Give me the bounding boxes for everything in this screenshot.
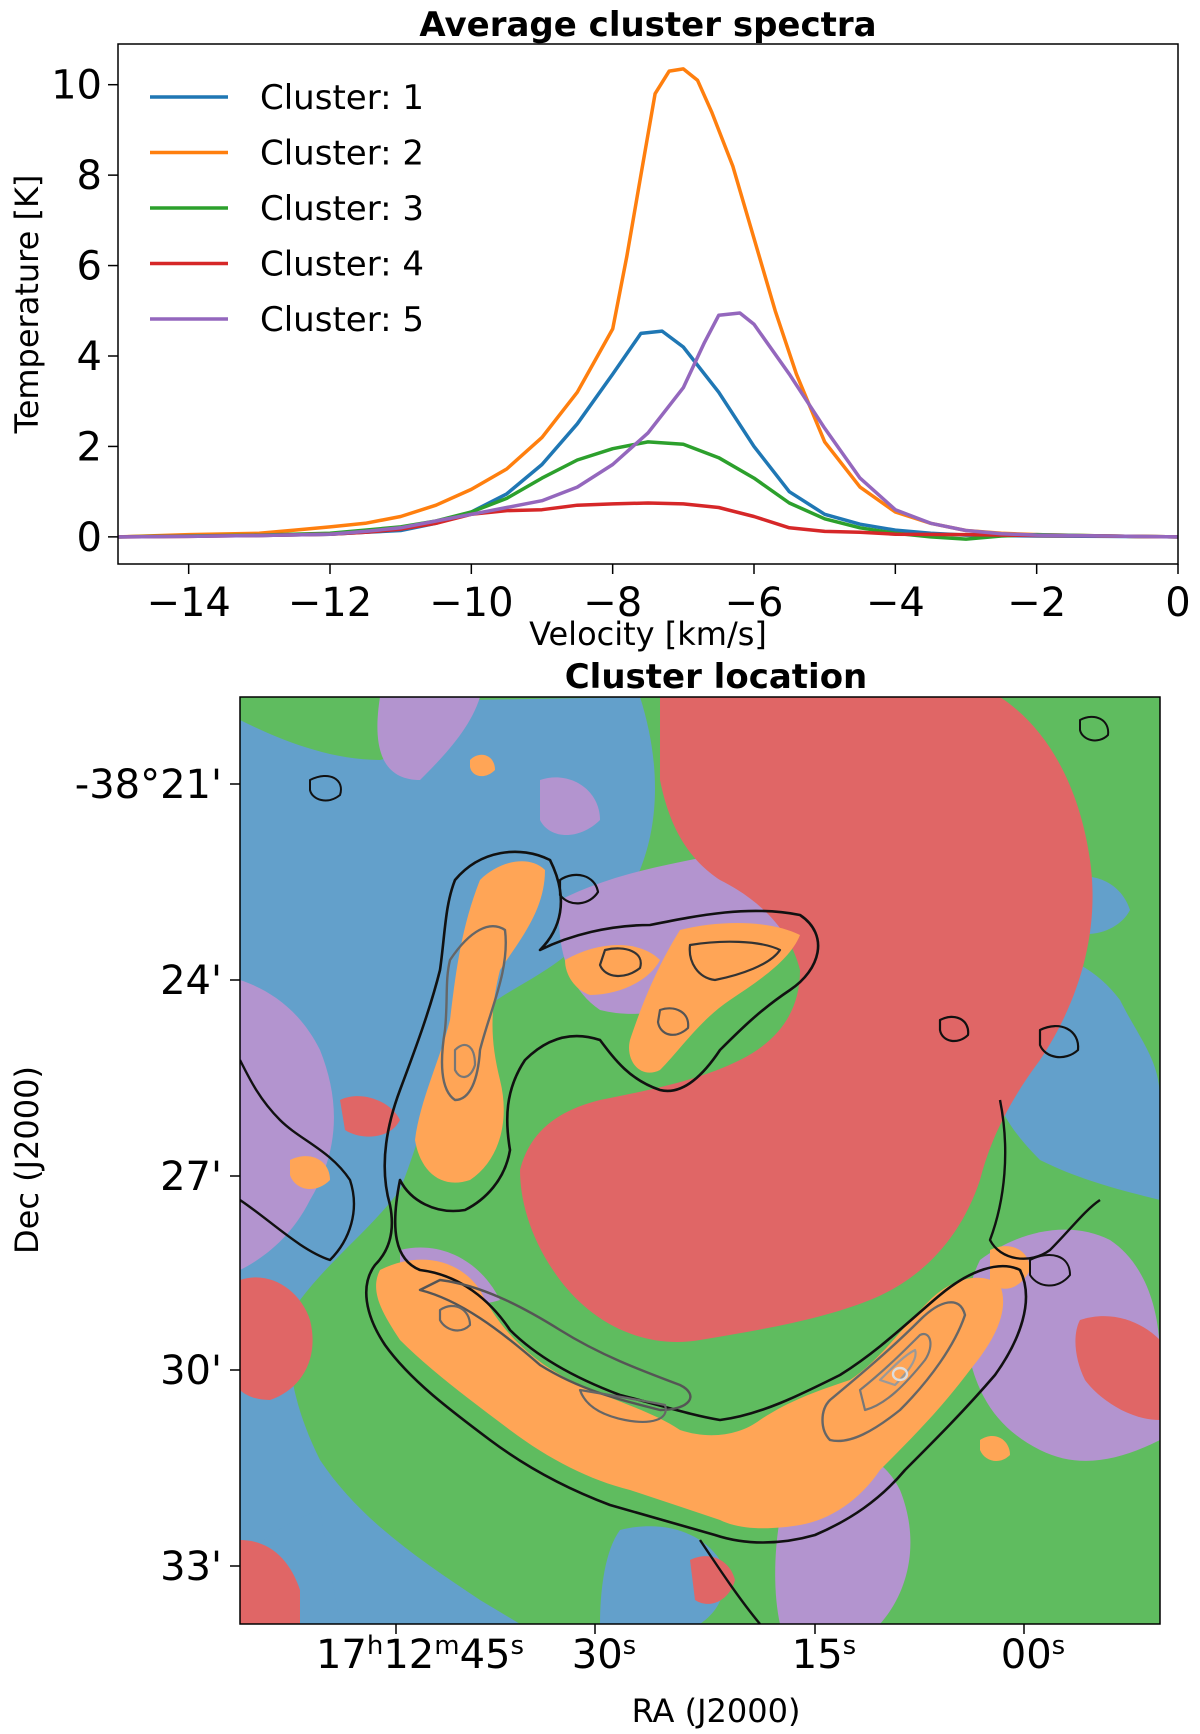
legend-label-cluster-3: Cluster: 3 [260,189,424,229]
contour-inner-7 [438,1304,472,1332]
legend-label-cluster-4: Cluster: 4 [260,245,424,285]
spectra-title: Average cluster spectra [419,5,876,45]
contour-outer-4 [699,1539,761,1624]
x-tick-label: −10 [429,580,513,626]
contour-inner-10 [688,940,782,982]
y-tick-label: 0 [77,515,102,561]
spectra-x-ticks: −14 −12 −10 −8 −6 −4 −2 0 [146,564,1191,626]
map-x-ticks [395,1624,1025,1634]
contour-inner-2 [821,1301,967,1443]
contour-inner-9 [598,947,642,977]
contour-island-5 [1079,715,1110,742]
x-tick-label: −8 [583,580,642,626]
legend-label-cluster-2: Cluster: 2 [260,134,424,174]
y-tick-label: 8 [77,153,102,199]
x-tick-label: −4 [866,580,925,626]
y-tick-label: 4 [77,334,102,380]
y-tick-label: 10 [51,63,102,109]
intensity-contours [240,715,1110,1624]
x-tick-label: −6 [725,580,784,626]
map-y-tick-5: 33' [160,1544,222,1590]
legend-label-cluster-1: Cluster: 1 [260,78,424,118]
cluster-4-regions [240,697,1160,1624]
contour-island-3 [1038,1025,1080,1059]
spectra-axes-frame [117,43,1179,565]
contour-island-2 [938,1015,970,1043]
cluster-map [240,697,1160,1624]
contour-peak [891,1366,909,1382]
contour-inner-6 [453,1043,477,1078]
spectra-panel: Average cluster spectra −14 −12 −10 −8 −6 −4−… [8,5,1191,653]
spectra-y-ticks: 0 2 4 6 8 10 [51,63,118,561]
map-y-tick-2: 24' [160,958,222,1004]
map-y-tick-1: -38°21' [75,762,222,808]
map-panel: Cluster location [8,657,1161,1730]
map-y-label: Dec (J2000) [8,1066,46,1254]
contour-island-6 [1029,1254,1071,1287]
spectra-y-label: Temperature [K] [8,175,46,435]
x-tick-label: −14 [146,580,230,626]
x-tick-label: −2 [1007,580,1066,626]
contour-island-1 [558,873,600,905]
spectra-x-label: Velocity [km/s] [529,615,767,653]
map-x-tick-2: 30s [572,1631,636,1678]
contour-inner-8 [578,1388,667,1423]
x-tick-label: 0 [1165,580,1190,626]
legend-label-cluster-5: Cluster: 5 [260,300,424,340]
contour-inner-4 [878,1348,917,1387]
x-tick-label: −12 [288,580,372,626]
map-x-tick-1: 17h12m45s [316,1631,524,1678]
map-x-label: RA (J2000) [632,1692,801,1730]
contour-inner-1 [418,1278,692,1412]
contour-outer [364,850,1028,1544]
contour-island-4 [309,775,342,802]
spectra-legend: Cluster: 1 Cluster: 2 Cluster: 3 Cluster: 4… [150,78,424,340]
map-title: Cluster location [565,657,868,697]
y-tick-label: 2 [77,424,102,470]
contour-inner-11 [656,1007,690,1036]
contour-inner-3 [858,1332,932,1412]
spectra-lines [118,67,1178,541]
map-x-tick-3: 15s [792,1631,856,1678]
series-line-cluster-5 [118,311,1178,539]
series-line-cluster-3 [118,440,1178,541]
y-tick-label: 6 [77,244,102,290]
map-y-tick-4: 30' [160,1348,222,1394]
map-y-tick-3: 27' [160,1154,222,1200]
contour-inner-5 [440,925,507,1102]
map-axes-frame [239,696,1161,1625]
map-x-tick-4: 00s [1001,1631,1065,1678]
contour-outer-2 [240,1059,356,1262]
contour-outer-3 [988,1099,1101,1260]
map-y-ticks [230,783,240,1567]
